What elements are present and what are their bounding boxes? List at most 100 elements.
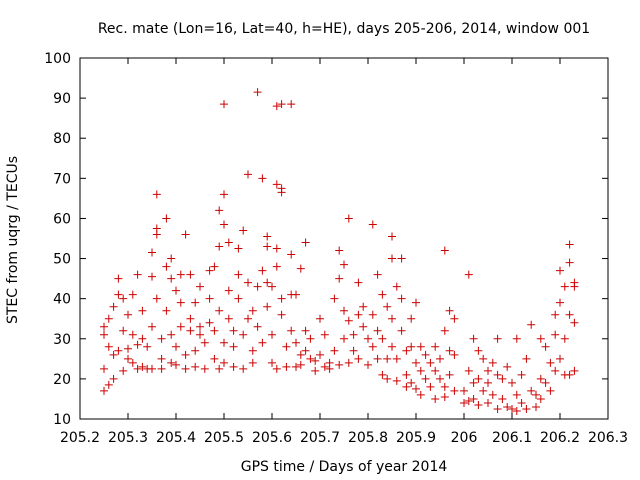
data-point — [508, 404, 516, 413]
data-point — [210, 262, 219, 271]
data-point — [109, 374, 118, 383]
data-point — [200, 338, 209, 347]
data-point — [373, 326, 382, 335]
data-point — [325, 364, 334, 373]
data-point — [388, 254, 396, 263]
data-point — [359, 322, 368, 331]
data-point — [503, 362, 512, 371]
data-point — [335, 360, 344, 369]
data-point — [287, 250, 296, 259]
x-tick-label: 205.8 — [348, 430, 388, 446]
data-point — [210, 326, 219, 335]
data-point — [268, 330, 276, 339]
data-point — [272, 364, 281, 373]
data-point — [354, 354, 363, 363]
data-point — [474, 346, 483, 355]
data-point — [234, 294, 243, 303]
data-point — [546, 386, 555, 395]
data-point — [498, 374, 507, 383]
data-point — [397, 326, 406, 335]
data-point — [172, 342, 180, 351]
data-point — [436, 354, 444, 363]
data-point — [373, 354, 382, 363]
data-point — [320, 330, 329, 339]
y-tick-label: 80 — [53, 131, 71, 147]
data-point — [388, 342, 396, 351]
data-point — [378, 370, 387, 379]
data-point — [301, 238, 310, 247]
data-point — [479, 386, 488, 395]
data-point — [464, 366, 473, 375]
data-point — [210, 354, 219, 363]
data-point — [416, 366, 425, 375]
data-point — [128, 290, 137, 299]
data-point — [258, 174, 267, 183]
data-point — [488, 358, 497, 367]
data-point — [412, 298, 420, 307]
data-point — [272, 244, 281, 253]
data-point — [378, 334, 387, 343]
x-tick-label: 206.1 — [492, 430, 532, 446]
data-point — [445, 346, 454, 355]
y-tick-label: 90 — [53, 91, 71, 107]
data-point — [138, 334, 147, 343]
data-point — [335, 274, 344, 283]
data-point — [263, 232, 272, 241]
data-point — [488, 390, 497, 399]
data-point — [167, 274, 176, 283]
axis-ticks: 205.2 205.3 205.4 205.5 205.6 205.7 205.8 205.9… — [44, 51, 628, 446]
data-point — [196, 322, 204, 331]
data-point — [354, 310, 363, 319]
data-point — [191, 346, 200, 355]
data-point — [234, 270, 243, 279]
data-point — [407, 342, 416, 351]
data-point — [292, 290, 300, 299]
data-point — [421, 350, 430, 359]
data-point — [306, 334, 315, 343]
data-point — [176, 322, 185, 331]
data-point — [143, 342, 152, 351]
data-point — [508, 378, 516, 387]
x-tick-label: 205.3 — [108, 430, 148, 446]
data-point — [570, 366, 579, 375]
data-point — [388, 314, 396, 323]
data-point — [229, 342, 238, 351]
data-point — [172, 360, 180, 369]
data-point — [292, 362, 300, 371]
data-point — [340, 260, 348, 269]
data-point — [493, 370, 502, 379]
data-point — [224, 286, 233, 295]
data-point — [224, 238, 233, 247]
data-point — [268, 282, 276, 291]
y-tick-label: 30 — [53, 332, 71, 348]
data-point — [373, 270, 382, 279]
data-point — [157, 364, 166, 373]
data-point — [541, 378, 550, 387]
data-point — [152, 294, 161, 303]
data-point — [138, 362, 147, 371]
data-point — [349, 346, 358, 355]
data-point — [282, 362, 291, 371]
data-point — [306, 354, 315, 363]
data-point — [167, 330, 176, 339]
data-point — [556, 266, 564, 275]
data-point — [148, 248, 156, 257]
data-point — [311, 366, 320, 375]
data-point — [277, 100, 286, 109]
data-point — [440, 326, 449, 335]
chart-title: Rec. mate (Lon=16, Lat=40, h=HE), days 2… — [98, 21, 590, 37]
data-point — [340, 306, 348, 315]
data-point — [272, 262, 281, 271]
data-point — [244, 278, 252, 287]
y-tick-label: 60 — [53, 211, 71, 227]
data-point — [172, 286, 180, 295]
x-tick-label: 205.2 — [60, 430, 100, 446]
data-point — [364, 334, 372, 343]
plot-frame — [79, 57, 609, 420]
data-point — [383, 302, 392, 311]
data-point — [258, 338, 267, 347]
data-point — [383, 374, 392, 383]
data-point — [248, 346, 257, 355]
data-point — [191, 298, 200, 307]
